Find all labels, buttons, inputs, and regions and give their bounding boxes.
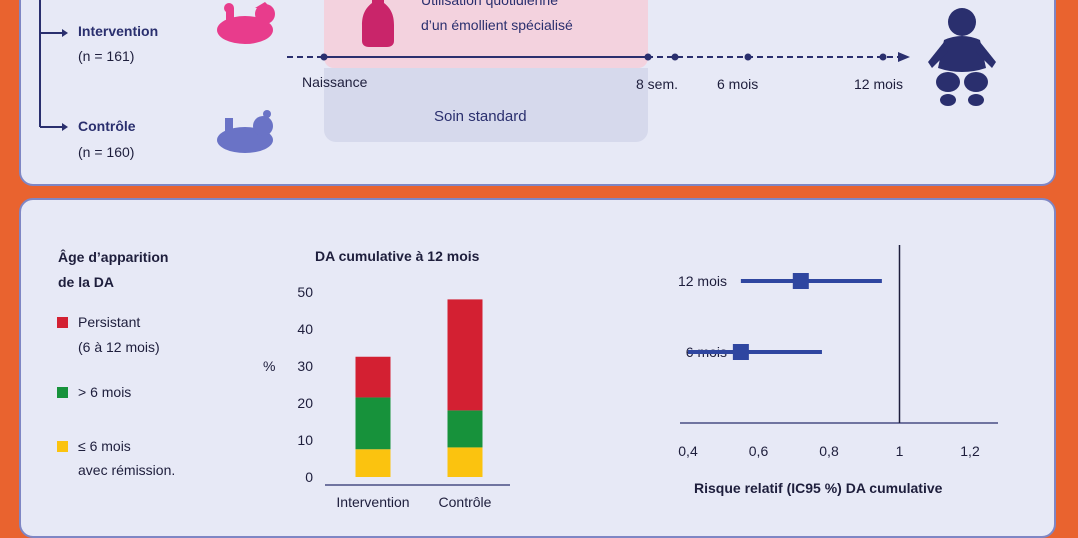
results-panel [19,198,1056,538]
timeline-label-8-weeks: 8 sem. [636,76,679,92]
baby-seated-icon [928,8,996,106]
y-tick-label: 40 [297,321,313,337]
group-intervention-name: Intervention [78,23,159,39]
forest-x-tick-label: 0,4 [678,443,698,459]
y-tick-label: 0 [305,469,313,485]
emollient-bottle-icon [362,0,394,47]
legend-swatch-before-6 [57,441,68,452]
group-control-name: Contrôle [78,118,136,134]
legend-title-line-2: de la DA [58,274,115,290]
forest-plot: 0,40,60,811,212 mois6 mois [678,245,998,459]
group-branch-lines [39,0,68,131]
stacked-bar-chart: 0 10 20 30 40 50 Intervention Contrôle [297,284,510,510]
timeline-label-12-months: 12 mois [854,76,904,92]
legend-sublabel-before-6: avec rémission. [78,462,176,478]
forest-x-tick-label: 1 [896,443,904,459]
forest-x-tick-label: 0,6 [749,443,769,459]
bar-segment [355,449,391,477]
legend-label-persistant: Persistant [78,314,141,330]
bar-chart-title: DA cumulative à 12 mois [315,248,480,264]
bar-segment [447,447,483,477]
x-category-label: Contrôle [439,494,492,510]
standard-care-band [324,68,648,142]
forest-x-tick-label: 1,2 [960,443,980,459]
timeline-axis [287,52,910,62]
legend-swatch-persistant [57,317,68,328]
bar-segment [447,299,483,411]
timeline-label-birth: Naissance [302,74,368,90]
y-tick-label: 50 [297,284,313,300]
forest-row-label: 12 mois [678,273,727,289]
x-category-label: Intervention [336,494,409,510]
bar-segment [447,410,483,448]
legend-sublabel-persistant: (6 à 12 mois) [78,339,160,355]
forest-point-estimate [792,273,809,289]
group-control-n: (n = 160) [78,144,135,160]
bar-segment [355,356,391,398]
forest-xlabel: Risque relatif (IC95 %) DA cumulative [694,480,943,496]
standard-care-label: Soin standard [434,108,527,125]
forest-x-tick-label: 0,8 [819,443,839,459]
timeline-label-6-months: 6 mois [717,76,759,92]
bar-segment [355,397,391,450]
y-tick-label: 20 [297,395,313,411]
y-tick-label: 30 [297,358,313,374]
emollient-text-line-2: d’un émollient spécialisé [421,17,573,33]
legend-label-before-6: ≤ 6 mois [78,438,131,454]
baby-pink-icon [217,2,275,44]
forest-point-estimate [732,344,749,360]
bar-chart-ylabel: % [263,358,276,374]
legend-title-line-1: Âge d’apparition [58,249,169,265]
baby-blue-icon [217,110,273,153]
group-intervention-n: (n = 161) [78,48,135,64]
legend-swatch-after-6 [57,387,68,398]
legend-label-after-6: > 6 mois [78,384,132,400]
y-tick-label: 10 [297,432,313,448]
emollient-text-line-1: Utilisation quotidienne [421,0,558,8]
